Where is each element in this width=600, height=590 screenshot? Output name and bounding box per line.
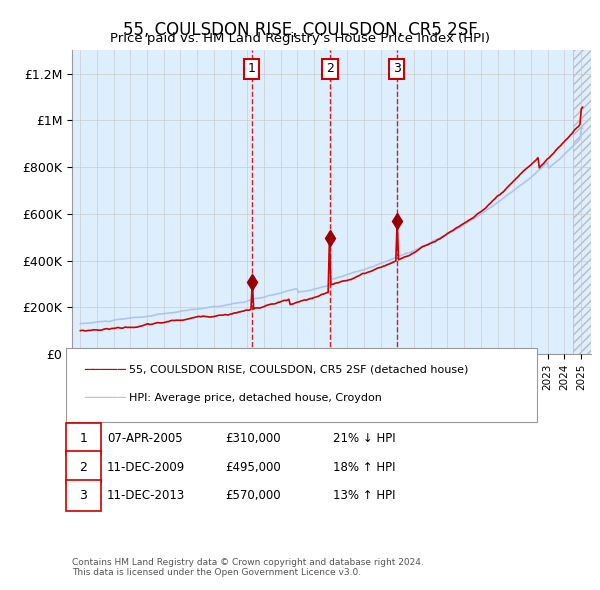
Text: £570,000: £570,000 xyxy=(225,489,281,502)
Text: 55, COULSDON RISE, COULSDON, CR5 2SF: 55, COULSDON RISE, COULSDON, CR5 2SF xyxy=(122,21,478,39)
Text: 18% ↑ HPI: 18% ↑ HPI xyxy=(333,461,395,474)
Text: Contains HM Land Registry data © Crown copyright and database right 2024.
This d: Contains HM Land Registry data © Crown c… xyxy=(72,558,424,577)
Text: ─────: ───── xyxy=(84,391,126,405)
Text: Price paid vs. HM Land Registry's House Price Index (HPI): Price paid vs. HM Land Registry's House … xyxy=(110,32,490,45)
Text: 21% ↓ HPI: 21% ↓ HPI xyxy=(333,432,395,445)
Text: 2: 2 xyxy=(79,461,88,474)
Text: 55, COULSDON RISE, COULSDON, CR5 2SF (detached house): 55, COULSDON RISE, COULSDON, CR5 2SF (de… xyxy=(129,365,469,375)
Text: 11-DEC-2009: 11-DEC-2009 xyxy=(107,461,185,474)
Text: 13% ↑ HPI: 13% ↑ HPI xyxy=(333,489,395,502)
Text: ─────: ───── xyxy=(84,363,126,377)
Text: 3: 3 xyxy=(79,489,88,502)
Text: 2: 2 xyxy=(326,63,334,76)
Text: 3: 3 xyxy=(392,63,401,76)
Text: £495,000: £495,000 xyxy=(225,461,281,474)
Text: 07-APR-2005: 07-APR-2005 xyxy=(107,432,182,445)
Text: £310,000: £310,000 xyxy=(225,432,281,445)
Text: 11-DEC-2013: 11-DEC-2013 xyxy=(107,489,185,502)
Text: 1: 1 xyxy=(248,63,256,76)
Text: HPI: Average price, detached house, Croydon: HPI: Average price, detached house, Croy… xyxy=(129,394,382,403)
Bar xyxy=(572,27,598,354)
Text: 1: 1 xyxy=(79,432,88,445)
